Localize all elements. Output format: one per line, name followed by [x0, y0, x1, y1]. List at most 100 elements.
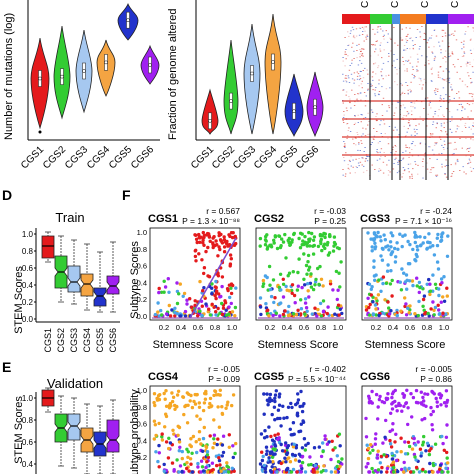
scatter-point — [318, 301, 323, 306]
scatter-point — [324, 469, 328, 473]
heatmap-cell — [344, 147, 346, 148]
heatmap-cell — [359, 27, 362, 29]
scatter-p-value: P = 5.5 × 10⁻⁴⁴ — [288, 374, 346, 384]
heatmap-cell — [472, 71, 474, 73]
heatmap-cell — [454, 141, 456, 143]
heatmap-cell — [467, 163, 469, 165]
scatter-point — [381, 441, 385, 445]
heatmap-cell — [377, 152, 379, 154]
heatmap-cell — [352, 42, 354, 44]
scatter-point — [422, 403, 426, 407]
scatter-point — [198, 240, 202, 244]
heatmap-cell — [371, 85, 373, 87]
scatter-point — [414, 458, 418, 462]
f-ytick: 1.0 — [137, 386, 147, 395]
heatmap-cell — [466, 103, 469, 104]
heatmap-cell — [414, 135, 416, 136]
heatmap-cell — [406, 40, 409, 41]
scatter-point — [439, 403, 443, 407]
heatmap-cell — [454, 164, 457, 166]
scatter-point — [328, 282, 333, 286]
scatter-point — [233, 451, 237, 456]
heatmap-cell — [345, 58, 347, 60]
heatmap-cell — [407, 168, 410, 170]
scatter-point — [281, 312, 286, 317]
scatter-point — [222, 250, 227, 254]
scatter-point — [389, 445, 394, 449]
scatter-point — [189, 462, 193, 466]
scatter-point — [286, 444, 291, 448]
scatter-point — [273, 235, 278, 239]
scatter-point — [433, 442, 438, 446]
heatmap-cell — [431, 73, 433, 75]
heatmap-cell — [409, 56, 412, 58]
scatter-point — [437, 293, 441, 298]
heatmap-cell — [396, 172, 399, 174]
scatter-point — [421, 304, 425, 308]
heatmap-cell — [442, 70, 445, 72]
heatmap-cell — [466, 148, 469, 149]
scatter-point — [157, 290, 161, 295]
heatmap-cell — [366, 34, 368, 36]
heatmap-cell — [378, 91, 381, 92]
scatter-point — [321, 309, 326, 314]
heatmap-cell — [401, 28, 403, 30]
scatter-point — [266, 308, 270, 312]
heatmap-cell — [442, 79, 445, 81]
heatmap-cell — [422, 84, 424, 86]
heatmap-cell — [382, 119, 385, 121]
scatter-point — [388, 442, 393, 446]
f-ytick: 1.0 — [137, 228, 147, 237]
tl-xlabel: CGS3 — [63, 144, 90, 171]
scatter-point — [364, 416, 368, 421]
scatter-point — [437, 467, 442, 472]
heatmap-cell — [437, 115, 439, 117]
scatter-point — [321, 284, 325, 288]
heatmap-cell — [353, 34, 355, 36]
scatter-point — [172, 432, 176, 436]
heatmap-cell — [345, 80, 347, 82]
scatter-point — [268, 392, 273, 397]
heatmap-cell — [462, 166, 464, 168]
scatter-point — [406, 239, 410, 244]
heatmap-cell — [366, 160, 369, 162]
heatmap-cell — [407, 60, 409, 62]
scatter-point — [159, 308, 163, 313]
scatter-point — [177, 470, 181, 474]
scatter-point — [273, 448, 277, 452]
heatmap-cell — [407, 59, 410, 61]
scatter-point — [420, 418, 424, 422]
scatter-point — [413, 258, 417, 262]
heatmap-cell — [407, 128, 409, 130]
scatter-point — [379, 289, 383, 293]
scatter-point — [413, 240, 417, 245]
scatter-point — [373, 303, 378, 307]
scatter-point — [300, 455, 304, 459]
scatter-point — [438, 463, 443, 467]
scatter-point — [270, 398, 274, 403]
scatter-r-value: r = -0.24 — [420, 206, 452, 216]
scatter-point — [210, 302, 214, 306]
heatmap-cell — [426, 125, 428, 127]
heatmap-cell — [467, 116, 469, 118]
heatmap-cell — [409, 91, 412, 93]
heatmap-cell — [415, 37, 417, 38]
heatmap-cell — [412, 168, 414, 170]
heatmap-cell — [360, 92, 362, 94]
e-box-6 — [106, 419, 120, 453]
heatmap-cell — [393, 115, 395, 116]
scatter-point — [338, 307, 342, 311]
heatmap-cell — [456, 158, 459, 160]
scatter-point — [230, 403, 234, 408]
scatter-point — [230, 466, 234, 470]
heatmap-cell — [351, 26, 354, 28]
scatter-point — [265, 233, 269, 237]
scatter-point — [272, 238, 276, 242]
heatmap-cell — [442, 114, 444, 116]
heatmap-cell — [444, 35, 447, 37]
scatter-point — [423, 416, 427, 421]
heatmap-cell — [470, 170, 473, 172]
scatter-point — [278, 392, 282, 396]
scatter-point — [437, 287, 441, 291]
heatmap-cell — [386, 164, 388, 166]
